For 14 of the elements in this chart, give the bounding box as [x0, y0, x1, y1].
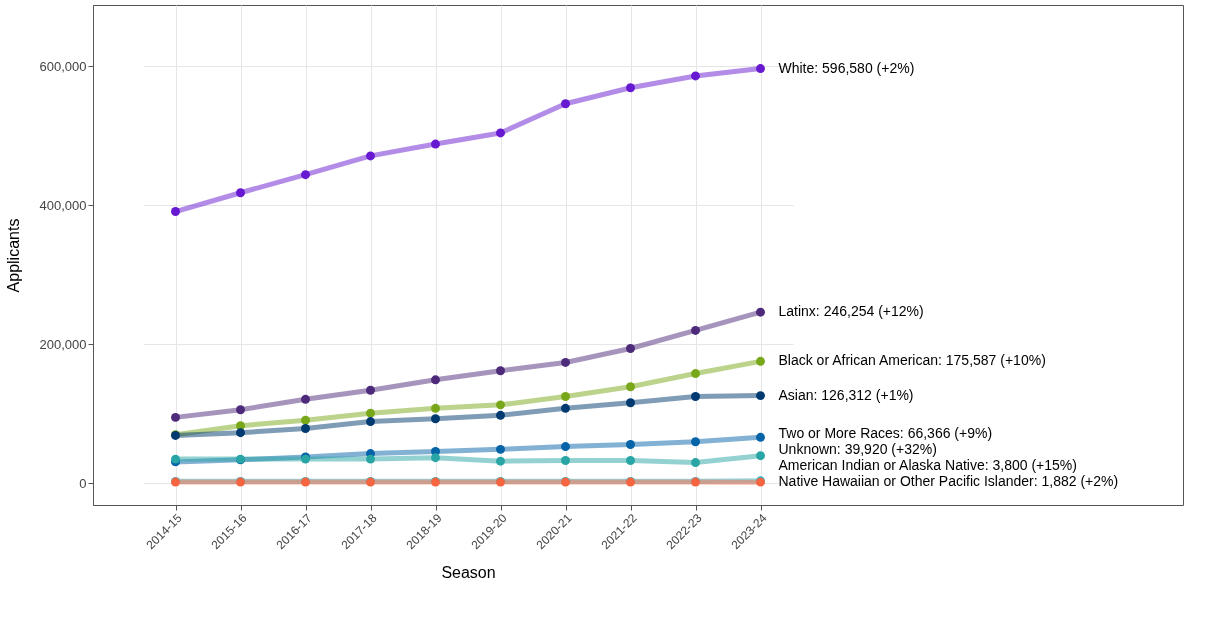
x-axis-title: Season: [441, 564, 496, 582]
annotation: American Indian or Alaska Native: 3,800 (+15%): [778, 457, 1077, 474]
annotation: White: 596,580 (+2%): [778, 59, 915, 76]
y-axis-title: Applicants: [4, 218, 22, 293]
annotation: Native Hawaiian or Other Pacific Islander: 1,882 (+2%): [778, 473, 1119, 490]
y-tick-label: 200,000: [39, 336, 87, 352]
annotation: Unknown: 39,920 (+32%): [778, 441, 937, 458]
y-tick-label: 0: [79, 475, 87, 491]
y-tick-label: 600,000: [39, 58, 87, 74]
y-tick-label: 400,000: [39, 197, 87, 213]
annotation: Asian: 126,312 (+1%): [778, 386, 914, 403]
annotation: Latinx: 246,254 (+12%): [778, 303, 924, 320]
annotation: Black or African American: 175,587 (+10%): [778, 352, 1046, 369]
annotation: Two or More Races: 66,366 (+9%): [778, 425, 993, 442]
